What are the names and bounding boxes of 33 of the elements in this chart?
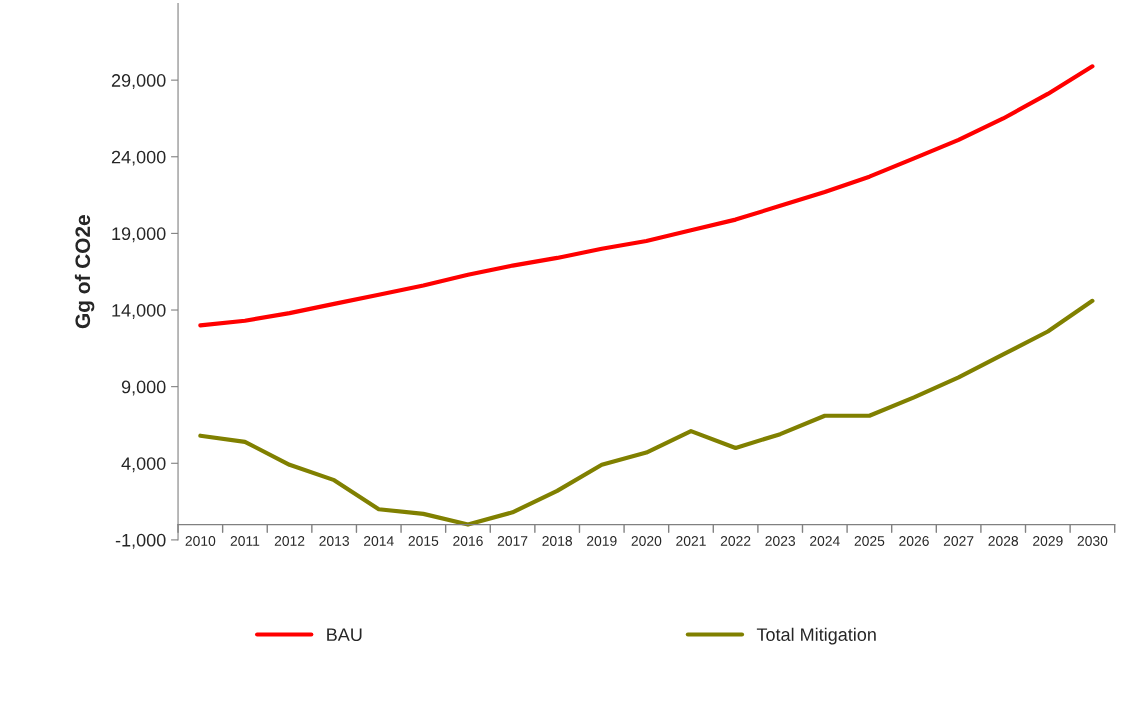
x-tick-label: 2010 (185, 536, 216, 546)
x-tick-label: 2027 (943, 536, 974, 546)
y-tick-label: 19,000 (112, 227, 166, 243)
legend-label: Total Mitigation (756, 627, 876, 645)
y-tick-label: 29,000 (111, 74, 166, 89)
x-tick-label: 2017 (497, 536, 528, 546)
x-tick-label: 2014 (364, 536, 394, 546)
x-tick-label: 2013 (319, 536, 349, 546)
x-tick-label: 2024 (810, 536, 840, 546)
y-tick-label: 24,000 (111, 150, 166, 166)
x-tick-label: 2020 (631, 536, 662, 546)
y-axis-title: Gg of CO2e (74, 215, 95, 329)
line-series (198, 64, 1095, 328)
x-tick-label: 2015 (408, 536, 439, 546)
y-tick-label: 14,000 (112, 303, 166, 319)
x-tick-label: 2029 (1033, 536, 1063, 546)
x-tick-label: 2030 (1077, 536, 1108, 546)
y-tick-label: 4,000 (121, 457, 166, 473)
x-tick-label: 2012 (274, 536, 305, 546)
x-tick-label: 2018 (542, 536, 573, 546)
x-tick-label: 2021 (676, 536, 706, 546)
y-tick-label: 9,000 (121, 380, 166, 396)
x-tick-label: 2023 (765, 536, 796, 546)
x-tick-label: 2016 (453, 536, 483, 546)
x-tick-label: 2011 (230, 536, 260, 546)
x-tick-label: 2025 (854, 536, 885, 546)
y-tick-label: -1,000 (115, 533, 166, 549)
x-tick-label: 2026 (899, 536, 929, 546)
line-series (198, 298, 1095, 527)
x-tick-label: 2028 (988, 536, 1019, 546)
x-tick-label: 2019 (587, 536, 617, 546)
x-tick-label: 2022 (720, 536, 751, 546)
legend-label: BAU (327, 628, 362, 641)
